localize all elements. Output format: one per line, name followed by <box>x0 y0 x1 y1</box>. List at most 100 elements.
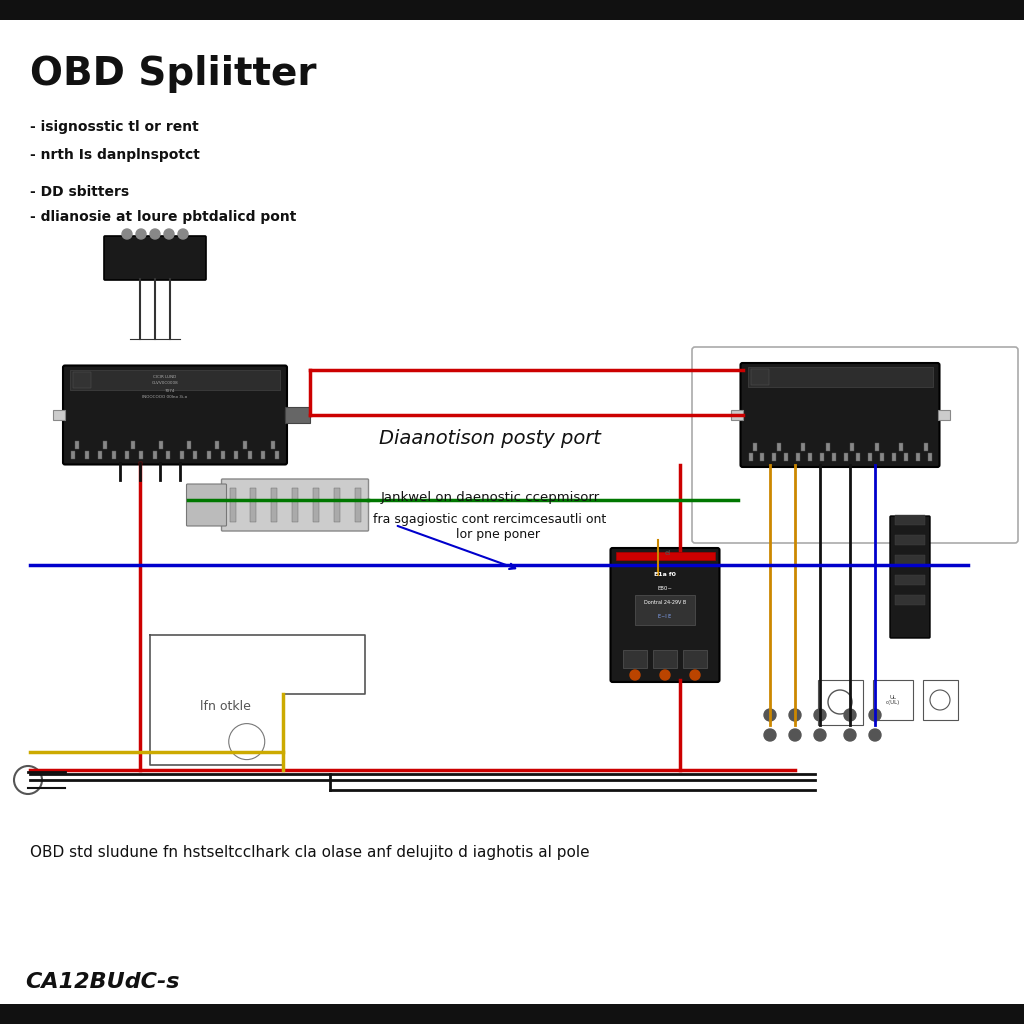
Bar <box>867 453 871 461</box>
Circle shape <box>814 729 826 741</box>
Bar <box>285 410 297 420</box>
Bar <box>833 453 836 461</box>
Bar <box>615 552 715 560</box>
Bar <box>220 451 224 459</box>
Text: Dontral 24-29V B: Dontral 24-29V B <box>644 599 686 604</box>
Bar <box>730 410 742 420</box>
Text: - DD sbitters: - DD sbitters <box>30 185 129 199</box>
Bar <box>75 440 79 449</box>
Bar <box>873 680 913 720</box>
Circle shape <box>136 229 146 239</box>
Bar <box>784 453 788 461</box>
Text: Diaanotison posty port: Diaanotison posty port <box>379 428 601 447</box>
Text: CICIR LUND: CICIR LUND <box>154 375 176 379</box>
Bar <box>808 453 812 461</box>
Bar <box>159 440 163 449</box>
Bar <box>180 451 183 459</box>
Bar <box>334 488 340 522</box>
Bar <box>772 453 776 461</box>
Circle shape <box>869 709 881 721</box>
Circle shape <box>630 670 640 680</box>
Bar <box>73 372 91 387</box>
Circle shape <box>150 229 160 239</box>
Text: lfn otkle: lfn otkle <box>200 700 251 713</box>
Bar <box>683 650 707 668</box>
Bar <box>243 440 247 449</box>
Bar <box>899 443 903 451</box>
Circle shape <box>178 229 188 239</box>
Bar <box>749 453 753 461</box>
Bar <box>825 443 829 451</box>
Text: el: el <box>665 550 672 556</box>
Bar <box>139 451 143 459</box>
Circle shape <box>164 229 174 239</box>
Text: OBD Spliitter: OBD Spliitter <box>30 55 316 93</box>
Bar <box>844 453 848 461</box>
Text: E1a f0: E1a f0 <box>654 572 676 578</box>
Bar <box>275 451 279 459</box>
Bar <box>153 451 157 459</box>
Bar <box>895 575 925 585</box>
Bar <box>761 453 765 461</box>
Text: OBD std sludune fn hstseltcclhark cla olase anf delujito d iaghotis al pole: OBD std sludune fn hstseltcclhark cla ol… <box>30 845 590 860</box>
Bar <box>292 488 298 522</box>
Bar <box>71 451 75 459</box>
Text: 7074: 7074 <box>165 388 175 392</box>
Bar <box>131 440 135 449</box>
Circle shape <box>764 709 776 721</box>
Bar <box>923 680 958 720</box>
Bar <box>895 535 925 545</box>
Bar <box>777 443 781 451</box>
Bar <box>820 453 824 461</box>
Circle shape <box>814 709 826 721</box>
Bar <box>635 595 695 625</box>
Bar <box>748 367 933 387</box>
Circle shape <box>690 670 700 680</box>
Bar <box>285 407 310 423</box>
Bar <box>895 555 925 565</box>
Bar <box>915 453 920 461</box>
Circle shape <box>844 709 856 721</box>
Text: GLVV0C0008: GLVV0C0008 <box>152 382 178 385</box>
Text: E80~: E80~ <box>657 586 673 591</box>
FancyBboxPatch shape <box>740 362 939 467</box>
Bar <box>880 453 884 461</box>
Bar <box>623 650 647 668</box>
Bar <box>856 453 860 461</box>
Bar <box>125 451 129 459</box>
Bar <box>250 488 256 522</box>
Circle shape <box>764 729 776 741</box>
Text: - isignosstic tl or rent: - isignosstic tl or rent <box>30 120 199 134</box>
FancyBboxPatch shape <box>186 484 226 526</box>
Text: Jankwel on daenostic ccepmisorr: Jankwel on daenostic ccepmisorr <box>381 492 600 505</box>
Text: E~l E: E~l E <box>658 614 672 620</box>
Bar <box>166 451 170 459</box>
Bar <box>187 440 191 449</box>
Bar <box>70 370 280 389</box>
Bar <box>895 515 925 525</box>
FancyBboxPatch shape <box>221 479 369 531</box>
FancyBboxPatch shape <box>63 366 287 465</box>
Bar <box>895 595 925 605</box>
Circle shape <box>790 729 801 741</box>
Bar <box>818 680 863 725</box>
Bar <box>53 410 65 420</box>
Bar <box>751 369 768 385</box>
Circle shape <box>660 670 670 680</box>
FancyBboxPatch shape <box>890 516 930 638</box>
Text: CA12BUdC-s: CA12BUdC-s <box>25 972 179 992</box>
Bar <box>271 440 275 449</box>
Bar <box>797 453 800 461</box>
Circle shape <box>844 729 856 741</box>
Bar <box>753 443 757 451</box>
Bar <box>234 451 239 459</box>
Bar <box>98 451 102 459</box>
Bar <box>903 453 907 461</box>
Text: UL
c(UL): UL c(UL) <box>886 694 900 706</box>
Bar <box>215 440 219 449</box>
Circle shape <box>869 729 881 741</box>
Bar <box>653 650 677 668</box>
Bar <box>0 1004 1024 1024</box>
Text: - nrth Is danplnspotct: - nrth Is danplnspotct <box>30 148 200 162</box>
Bar <box>928 453 932 461</box>
